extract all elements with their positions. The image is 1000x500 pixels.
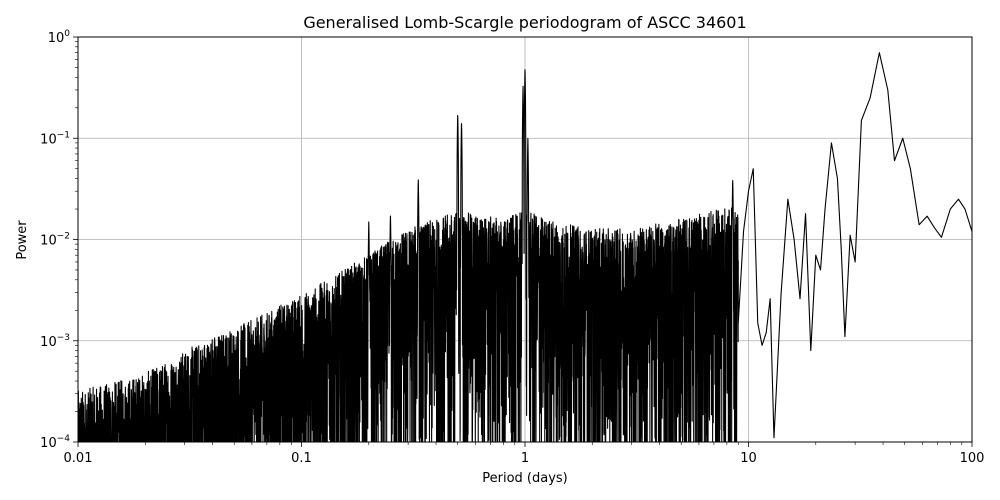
y-axis-label: Power (15, 220, 30, 260)
x-tick-label: 1 (521, 451, 529, 466)
y-tick-label: 10−1 (40, 130, 70, 147)
y-tick-label: 10−4 (40, 434, 70, 451)
y-tick-label: 10−2 (40, 232, 70, 249)
x-tick-label: 100 (960, 451, 985, 466)
x-tick-label: 0.01 (64, 451, 93, 466)
power-line (78, 52, 972, 442)
y-tick-label: 100 (48, 29, 71, 46)
axis-ticks: 0.01 0.1 1 10 100 10−4 10−3 10−2 10−1 100 (40, 29, 984, 466)
y-tick-label: 10−3 (40, 333, 70, 350)
x-axis-label: Period (days) (482, 471, 568, 486)
x-tick-label: 0.1 (291, 451, 312, 466)
series-power-line (78, 52, 972, 442)
chart-title: Generalised Lomb-Scargle periodogram of … (303, 13, 746, 32)
x-tick-label: 10 (740, 451, 757, 466)
